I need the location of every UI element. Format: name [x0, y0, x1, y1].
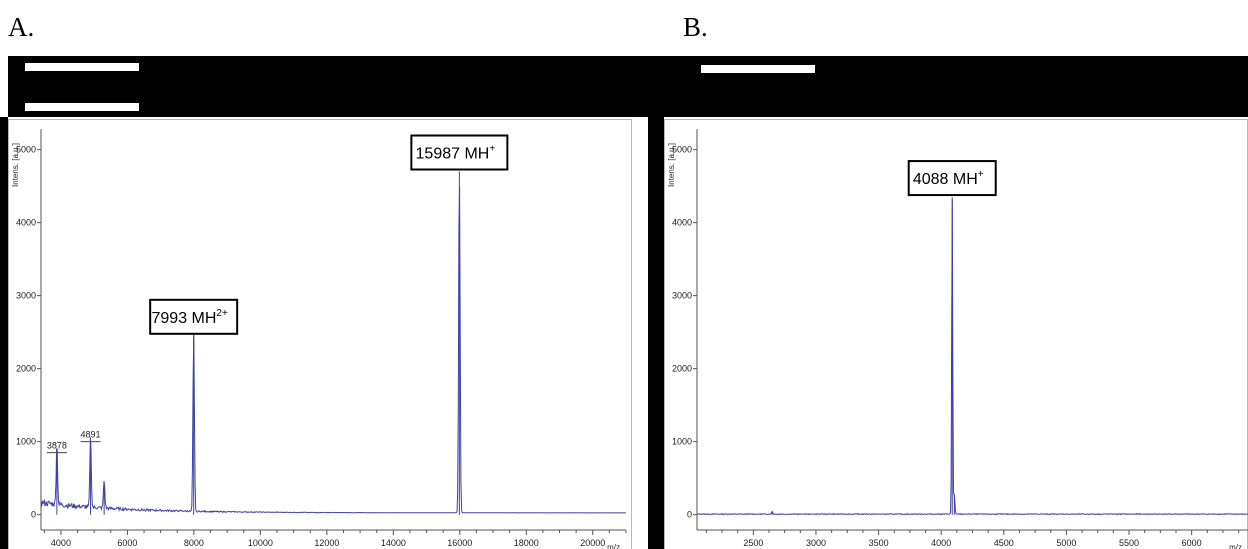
x-tick-label: 2500: [743, 538, 763, 548]
x-tick-label: 3500: [869, 538, 889, 548]
peak-callout-box: [410, 134, 509, 171]
left-dark-strip: [0, 117, 8, 549]
y-axis-label: Intens. [a.u.]: [11, 143, 20, 187]
x-axis-label: m/z: [607, 543, 620, 549]
x-tick-label: 12000: [314, 538, 339, 548]
y-tick-label: 5000: [16, 145, 36, 155]
peak-label: 3878: [47, 441, 67, 451]
redaction-line: [25, 103, 139, 111]
peak-callout-label: 7993 MH2+: [152, 308, 228, 327]
y-tick-label: 0: [31, 510, 36, 520]
x-tick-label: 6000: [117, 538, 137, 548]
x-axis-label: m/z: [1229, 543, 1242, 549]
spectrum-chart-a: Intens. [a.u.] 0 1000 2000 3000 4000 5000 4000 6…: [8, 119, 632, 549]
y-axis-label: Intens. [a.u.]: [667, 143, 676, 187]
x-tick-label: 5000: [1056, 538, 1076, 548]
x-tick-label: 20000: [580, 538, 605, 548]
x-tick-label: 6000: [1182, 538, 1202, 548]
x-tick-label: 18000: [514, 538, 539, 548]
redacted-header-bar: [8, 56, 1248, 117]
x-tick-label: 4000: [51, 538, 71, 548]
x-tick-label: 8000: [184, 538, 204, 548]
y-tick-label: 3000: [16, 291, 36, 301]
peak-callout-box: [149, 298, 239, 335]
x-tick-label: 4000: [931, 538, 951, 548]
y-tick-label: 0: [687, 510, 692, 520]
redaction-line: [701, 65, 815, 73]
x-tick-label: 10000: [248, 538, 273, 548]
peak-callout-label: 4088 MH+: [913, 169, 984, 188]
panel-b-label: B.: [683, 12, 708, 42]
y-tick-label: 3000: [672, 291, 692, 301]
x-tick-label: 3000: [806, 538, 826, 548]
y-tick-label: 4000: [16, 218, 36, 228]
y-tick-label: 1000: [672, 437, 692, 447]
y-tick-label: 2000: [672, 364, 692, 374]
x-tick-label: 4500: [994, 538, 1014, 548]
x-tick-label: 14000: [381, 538, 406, 548]
peak-callout-box: [907, 160, 997, 197]
spectrum-trace: [696, 200, 1248, 516]
redaction-line: [25, 63, 139, 71]
peak-callout-label: 15987 MH+: [416, 144, 496, 163]
spectrum-trace: [40, 186, 626, 514]
chart-frame: [8, 119, 632, 549]
x-tick-label: 16000: [447, 538, 472, 548]
y-tick-label: 1000: [16, 437, 36, 447]
panel-a-label: A.: [8, 12, 35, 42]
y-tick-label: 5000: [672, 145, 692, 155]
y-tick-label: 4000: [672, 218, 692, 228]
panel-divider: [648, 117, 664, 549]
y-tick-label: 2000: [16, 364, 36, 374]
x-tick-label: 5500: [1119, 538, 1139, 548]
spectrum-chart-b: Intens. [a.u.] 0 1000 2000 3000 4000 5000 2500 3…: [664, 119, 1248, 549]
peak-label: 4891: [81, 430, 101, 440]
